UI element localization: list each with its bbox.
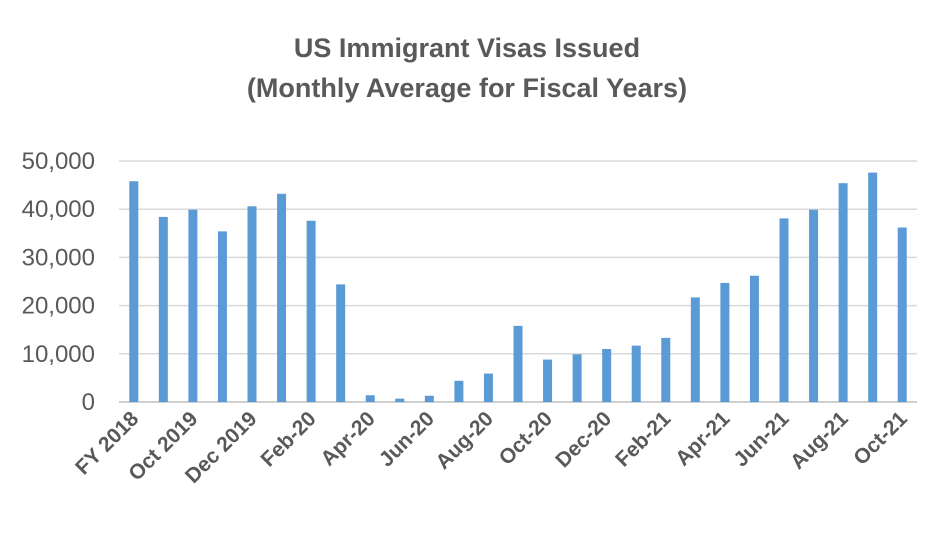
- y-tick-label: 50,000: [22, 148, 95, 175]
- y-tick-label: 0: [82, 389, 95, 416]
- bar: [513, 325, 523, 402]
- x-tick-label: Jun-20: [375, 407, 439, 471]
- bar: [424, 395, 434, 402]
- bar: [631, 345, 641, 402]
- bar: [247, 206, 257, 402]
- bar: [779, 218, 789, 402]
- bar: [306, 220, 316, 402]
- bar: [868, 172, 878, 402]
- y-tick-label: 10,000: [22, 341, 95, 368]
- x-tick-label: Feb-21: [611, 407, 675, 471]
- bar: [158, 216, 168, 402]
- x-tick-label: Oct-21: [849, 407, 912, 470]
- x-tick-label: Aug-21: [786, 407, 853, 474]
- bar: [690, 297, 700, 402]
- y-tick-label: 30,000: [22, 244, 95, 271]
- bar: [897, 227, 907, 402]
- chart-title-line-1: US Immigrant Visas Issued: [293, 33, 641, 63]
- bar: [454, 380, 464, 402]
- y-axis-ticks: 0 10,000 20,000 30,000 40,000 50,000: [22, 148, 95, 416]
- x-tick-label: Dec-20: [551, 407, 616, 472]
- y-tick-label: 40,000: [22, 196, 95, 223]
- bar: [188, 209, 198, 402]
- y-tick-label: 20,000: [22, 293, 95, 320]
- chart-title: US Immigrant Visas Issued (Monthly Avera…: [0, 28, 934, 108]
- bar: [543, 359, 553, 402]
- x-tick-label: Feb-20: [257, 407, 321, 471]
- bar: [277, 193, 287, 402]
- x-tick-label: Aug-20: [431, 407, 498, 474]
- bar: [809, 209, 819, 402]
- chart-title-line-2: (Monthly Average for Fiscal Years): [246, 73, 688, 103]
- x-tick-label: Apr-20: [316, 407, 379, 470]
- bar: [336, 284, 346, 402]
- bar: [661, 337, 671, 402]
- bar: [129, 181, 139, 402]
- bar: [602, 348, 612, 402]
- bar: [749, 275, 759, 402]
- bars: [129, 172, 907, 402]
- x-tick-label: Oct-20: [495, 407, 557, 469]
- bar: [217, 231, 227, 402]
- bar: [395, 398, 405, 402]
- bar: [483, 373, 493, 402]
- bar: [838, 183, 848, 402]
- bar: [365, 395, 375, 402]
- bar: [720, 282, 730, 402]
- bar: [572, 354, 582, 402]
- x-tick-label: Apr-21: [671, 407, 735, 471]
- x-tick-label: Jun-21: [729, 407, 793, 471]
